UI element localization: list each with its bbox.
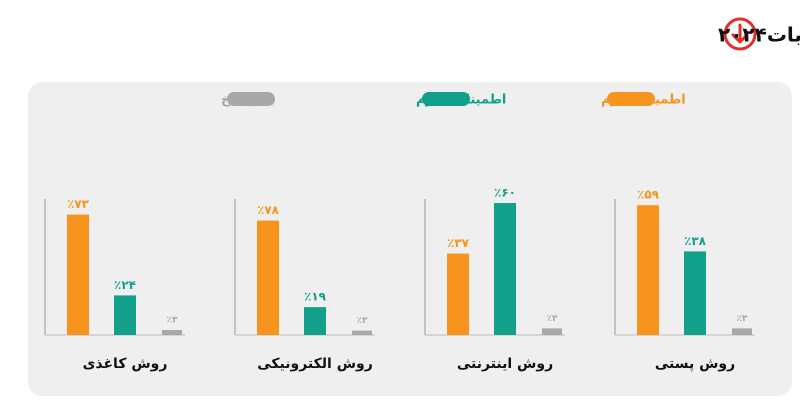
value-label: ٪۳ [737, 314, 748, 324]
value-label: ٪۷۳ [67, 197, 90, 211]
bar [494, 203, 516, 335]
bar [67, 214, 89, 335]
category-label: روش الکترونیکی [257, 356, 373, 372]
legend-swatch [607, 92, 655, 106]
bar [257, 220, 279, 335]
category-label: روش کاغذی [83, 356, 168, 372]
bar [732, 328, 752, 335]
value-label: ٪۲۴ [114, 278, 136, 292]
value-label: ٪۳۷ [447, 236, 470, 250]
legend-swatch [422, 92, 470, 106]
value-label: ٪۱۹ [304, 290, 327, 304]
legend-label: اطمینان ندارم [416, 93, 506, 108]
legend-swatch [227, 92, 275, 106]
bar [162, 330, 182, 335]
bar [684, 251, 706, 335]
value-label: ٪۳ [357, 316, 368, 326]
value-label: ٪۳ [167, 316, 178, 326]
legend-label: اطمینان دارم [601, 93, 686, 108]
value-label: ٪۶۰ [494, 186, 516, 200]
value-label: ٪۳۸ [684, 234, 707, 248]
arrow-icon-glyph [731, 23, 749, 44]
bar [352, 330, 372, 335]
bar [304, 307, 326, 335]
value-label: ٪۵۹ [637, 188, 660, 202]
panel-background [28, 82, 792, 396]
value-label: ٪۳ [547, 314, 558, 324]
bar [542, 328, 562, 335]
bar [447, 253, 469, 335]
title: میزان اطمینان آمریکایی ها به روش های اخذ… [718, 22, 800, 47]
bar [114, 295, 136, 335]
legend-label: بی پاسخ [221, 93, 275, 108]
bar [637, 205, 659, 335]
category-label: روش اینترنتی [457, 356, 553, 372]
category-label: روش پستی [655, 356, 735, 372]
value-label: ٪۷۸ [257, 203, 280, 217]
